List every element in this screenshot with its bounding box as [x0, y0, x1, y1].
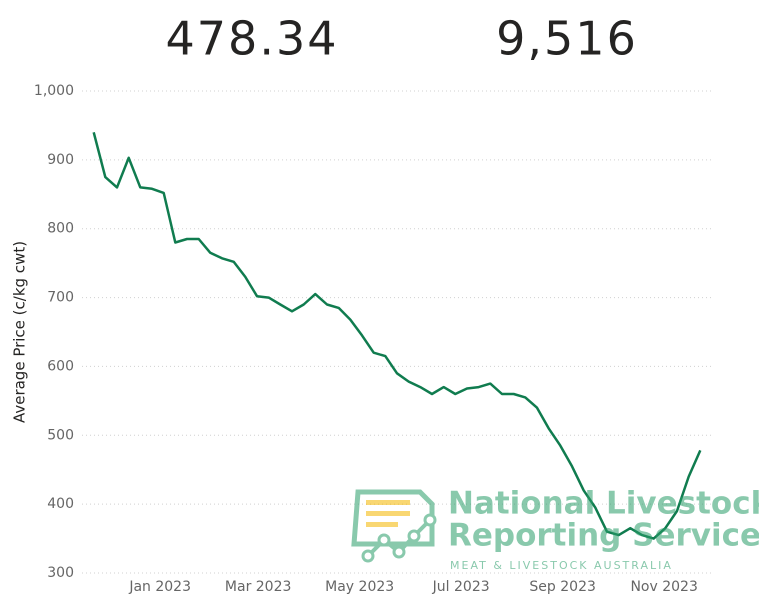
logo-subtitle: MEAT & LIVESTOCK AUSTRALIA — [450, 559, 673, 572]
y-tick-label: 500 — [47, 427, 74, 443]
y-tick-label: 700 — [47, 290, 74, 306]
price-line — [92, 131, 702, 540]
logo-bar — [366, 500, 410, 505]
y-tick-label: 600 — [47, 358, 74, 374]
x-tick-label: May 2023 — [325, 579, 394, 595]
y-axis-label: Average Price (c/kg cwt) — [11, 241, 29, 423]
logo-dot — [377, 533, 391, 547]
logo-bar — [366, 511, 410, 516]
y-tick-label: 800 — [47, 221, 74, 237]
logo-bar — [366, 522, 398, 527]
plot-area: 300 400 500 600 700 800 900 1,000 Jan 2023 Mar 20… — [34, 83, 712, 595]
x-tick-label: Mar 2023 — [225, 579, 292, 595]
y-tick-label: 1,000 — [34, 83, 74, 99]
x-tick-label: Jul 2023 — [432, 579, 490, 595]
logo-title: Reporting Service — [448, 518, 759, 554]
logo-title: National Livestock — [448, 486, 759, 522]
kpi-value: 9,516 — [496, 12, 638, 66]
x-tick-label: Sep 2023 — [529, 579, 595, 595]
x-tick-label: Jan 2023 — [128, 579, 191, 595]
logo-dot — [392, 545, 406, 559]
y-tick-label: 300 — [47, 565, 74, 581]
watermark: National Livestock Reporting Service MEA… — [351, 486, 759, 572]
y-tick-label: 900 — [47, 152, 74, 168]
kpi-value: 478.34 — [166, 12, 339, 66]
x-tick-label: Nov 2023 — [630, 579, 697, 595]
logo-dot — [361, 549, 375, 563]
logo-dot — [407, 529, 421, 543]
logo-dot — [423, 513, 437, 527]
y-tick-label: 400 — [47, 496, 74, 512]
